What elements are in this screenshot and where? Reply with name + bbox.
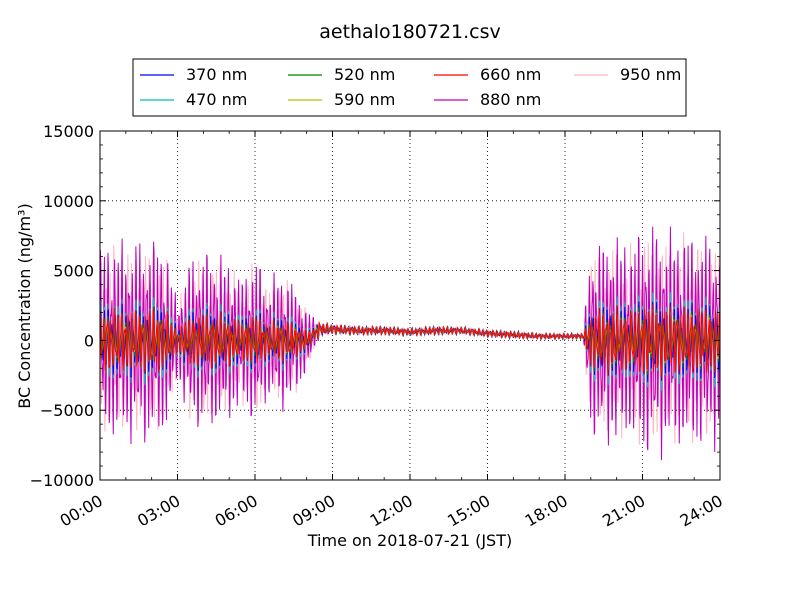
y-axis: −10000 −5000 0 5000 10000 15000	[30, 122, 720, 490]
x-tick-label: 12:00	[367, 491, 416, 531]
y-tick-label: −5000	[40, 401, 94, 420]
legend-label: 470 nm	[186, 90, 247, 109]
y-axis-label: BC Concentration (ng/m³)	[15, 203, 34, 408]
legend-label: 590 nm	[334, 90, 395, 109]
y-tick-label: 15000	[43, 122, 94, 141]
x-tick-label: 24:00	[677, 491, 726, 531]
y-tick-label: 5000	[53, 262, 94, 281]
y-tick-label: −10000	[30, 471, 94, 490]
legend-label: 520 nm	[334, 65, 395, 84]
x-tick-label: 09:00	[289, 491, 338, 531]
y-tick-label: 0	[84, 331, 94, 350]
series-layer	[100, 226, 720, 461]
legend-label: 660 nm	[480, 65, 541, 84]
legend: 370 nm 470 nm 520 nm 590 nm 660 nm 880 nm 950 …	[132, 58, 687, 117]
x-tick-label: 15:00	[444, 491, 493, 531]
legend-label: 370 nm	[186, 65, 247, 84]
x-tick-label: 03:00	[134, 491, 183, 531]
x-tick-label: 21:00	[599, 491, 648, 531]
legend-label: 950 nm	[620, 65, 681, 84]
x-tick-label: 18:00	[522, 491, 571, 531]
series-line-660-nm	[100, 304, 720, 379]
legend-box	[132, 58, 687, 117]
legend-label: 880 nm	[480, 90, 541, 109]
chart-title: aethalo180721.csv	[319, 21, 501, 43]
y-tick-label: 10000	[43, 192, 94, 211]
x-tick-label: 00:00	[57, 491, 106, 531]
x-axis-label: Time on 2018-07-21 (JST)	[307, 531, 512, 550]
x-tick-label: 06:00	[212, 491, 261, 531]
